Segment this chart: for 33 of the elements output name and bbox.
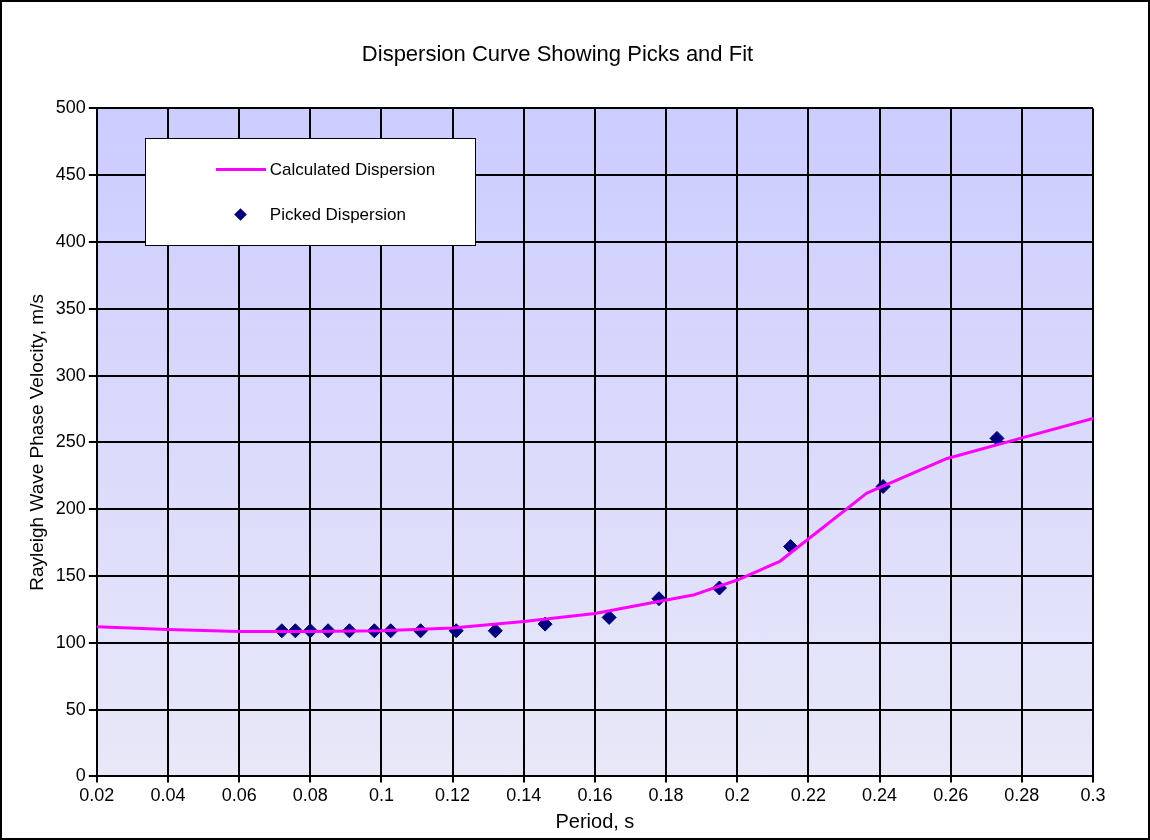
x-tick-label: 0.14 [506, 785, 542, 806]
y-tick-label: 400 [55, 230, 86, 251]
y-tick-label: 200 [55, 498, 86, 519]
x-tick-label: 0.16 [577, 785, 613, 806]
x-tick-label: 0.22 [790, 785, 826, 806]
legend-label: Calculated Dispersion [269, 159, 436, 180]
x-tick-label: 0.02 [79, 785, 115, 806]
point [487, 623, 503, 639]
x-tick-label: 0.06 [221, 785, 257, 806]
x-tick-label: 0.2 [724, 785, 750, 806]
legend-label: Picked Dispersion [269, 204, 406, 225]
x-tick-label: 0.28 [1004, 785, 1040, 806]
x-tick-label: 0.04 [150, 785, 186, 806]
x-tick-label: 0.12 [435, 785, 471, 806]
x-tick-label: 0.24 [862, 785, 898, 806]
x-tick-label: 0.08 [292, 785, 328, 806]
y-tick-label: 0 [75, 765, 86, 786]
x-tick-label: 0.18 [648, 785, 684, 806]
y-tick-label: 150 [55, 564, 86, 585]
x-axis-title: Period, s [555, 809, 635, 832]
chart-title: Dispersion Curve Showing Picks and Fit [361, 41, 754, 67]
y-tick-label: 100 [55, 631, 86, 652]
y-tick-label: 350 [55, 297, 86, 318]
x-tick-label: 0.26 [933, 785, 969, 806]
x-tick-label: 0.1 [368, 785, 394, 806]
y-axis-title: Rayleigh Wave Phase Velocity, m/s [25, 294, 47, 591]
point [989, 430, 1005, 446]
y-tick-label: 300 [55, 364, 86, 385]
y-tick-label: 50 [65, 698, 86, 719]
y-tick-label: 250 [55, 431, 86, 452]
y-tick-label: 500 [55, 97, 86, 118]
x-tick-label: 0.3 [1080, 785, 1106, 806]
y-tick-label: 450 [55, 164, 86, 185]
